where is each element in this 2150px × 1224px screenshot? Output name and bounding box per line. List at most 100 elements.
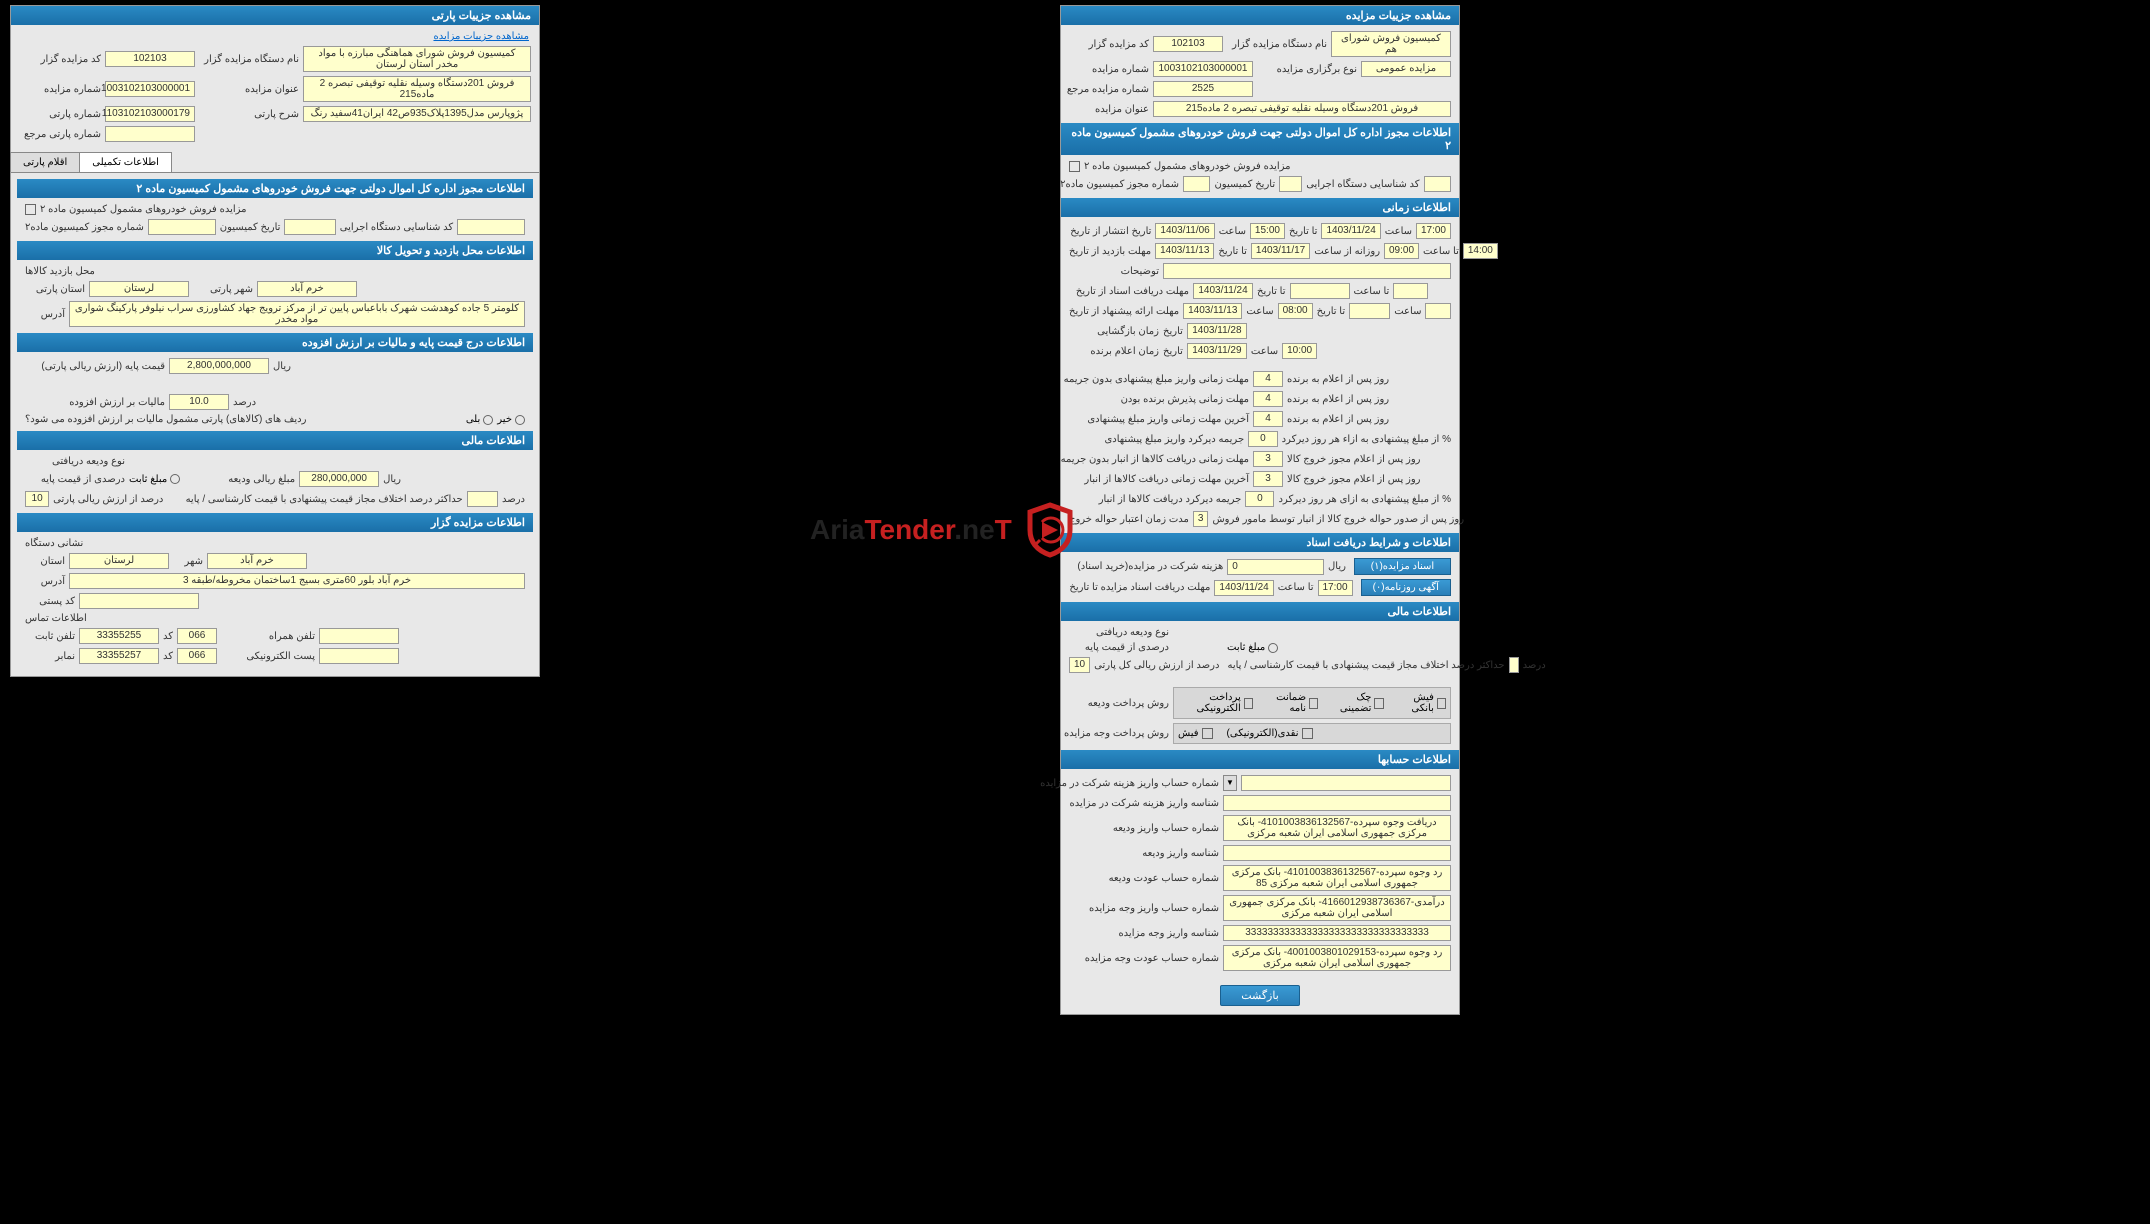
tabs: اقلام پارتی اطلاعات تکمیلی — [11, 148, 539, 173]
r-val-code: 102103 — [1153, 36, 1223, 52]
chk-komisyon[interactable] — [25, 204, 36, 215]
r-lbl-hour4: ساعت — [1394, 306, 1421, 317]
val-kom-code — [457, 219, 525, 235]
r-acc-v7: 333333333333333333333333333333333 — [1223, 925, 1451, 941]
r-lbl-pct-val: درصد از ارزش ریالی کل پارتی — [1094, 660, 1219, 671]
btn-auction-docs[interactable]: اسناد مزایده(۱) — [1354, 558, 1451, 575]
val-loc-addr: کلومتر 5 جاده کوهدشت شهرک باباعباس پایین… — [69, 301, 525, 327]
r-lbl-publish: تاریخ انتشار از تاریخ — [1069, 226, 1151, 237]
val-phone: 33355255 — [79, 628, 159, 644]
lbl-org-addr-heading: نشانی دستگاه — [25, 538, 83, 549]
r-lbl-kom-date: تاریخ کمیسیون — [1214, 179, 1275, 190]
header-finance: اطلاعات مالی — [17, 431, 533, 450]
r-val-visit-from: 1403/11/13 — [1155, 243, 1214, 259]
r-val-title: فروش 201دستگاه وسیله نقلیه توقیفی تبصره … — [1153, 101, 1451, 117]
r-acc-l4: شناسه واریز ودیعه — [1069, 848, 1219, 859]
r-lbl-percent: درصد — [1523, 660, 1546, 671]
r-header-time: اطلاعات زمانی — [1061, 198, 1459, 217]
r-lbl-pay-auction: روش پرداخت وجه مزایده — [1069, 728, 1169, 739]
r-acc-v5: رد وجوه سپرده-4101003836132567- بانک مرک… — [1223, 865, 1451, 891]
r-lbl-todate2: تا تاریخ — [1218, 246, 1247, 257]
r-pen-l7: جریمه دیرکرد دریافت کالاها از انبار — [1069, 494, 1241, 505]
tab-additional-info[interactable]: اطلاعات تکمیلی — [79, 152, 172, 172]
lbl-kom-num: شماره مجوز کمیسیون ماده۲ — [25, 222, 144, 233]
radio-no[interactable]: خیر — [497, 414, 525, 425]
r-lbl-hour2: ساعت — [1385, 226, 1412, 237]
radio-yes[interactable]: بلی — [466, 414, 493, 425]
r-lbl-max-diff: حداکثر درصد اختلاف مجاز قیمت پیشنهادی با… — [1227, 660, 1504, 671]
r-lbl-tohour1: تا ساعت — [1423, 246, 1459, 257]
val-code-auction: 102103 — [105, 51, 195, 67]
r-val-publish-tohour: 17:00 — [1416, 223, 1451, 239]
r-val-daily-to: 14:00 — [1463, 243, 1498, 259]
r-lbl-tohour2: تا ساعت — [1354, 286, 1390, 297]
r-lbl-code: کد مزایده گزار — [1069, 39, 1149, 50]
btn-newspaper-ad[interactable]: آگهی روزنامه(۰) — [1361, 579, 1451, 596]
dropdown-icon[interactable]: ▼ — [1223, 775, 1237, 791]
val-max-diff — [467, 491, 498, 507]
party-details-panel: مشاهده جزییات پارتی مشاهده جزییات مزایده… — [10, 5, 540, 677]
lbl-phone: تلفن ثابت — [25, 631, 75, 642]
r-val-kom-code — [1424, 176, 1451, 192]
lbl-loc-state: استان پارتی — [25, 284, 85, 295]
btn-back[interactable]: بازگشت — [1220, 985, 1300, 1006]
radio-fixed[interactable]: مبلغ ثابت — [129, 474, 180, 485]
r-chk-cheque[interactable]: چک تضمینی — [1332, 692, 1383, 714]
r-val-doc-to — [1290, 283, 1350, 299]
lbl-org-address: آدرس — [25, 576, 65, 587]
r-chk-cash[interactable]: نقدی(الکترونیکی) — [1227, 728, 1313, 739]
lbl-kom-code: کد شناسایی دستگاه اجرایی — [340, 222, 453, 233]
link-auction-details[interactable]: مشاهده جزییات مزایده — [427, 29, 535, 44]
r-val-pct: 10 — [1069, 657, 1090, 673]
r-acc-v3: دریافت وجوه سپرده-4101003836132567- بانک… — [1223, 815, 1451, 841]
r-chk-fish[interactable]: فیش — [1178, 728, 1213, 739]
lbl-name-device: نام دستگاه مزایده گزار — [199, 54, 299, 65]
val-fax: 33355257 — [79, 648, 159, 664]
r-acc-v6: درآمدی-4166012938736367- بانک مرکزی جمهو… — [1223, 895, 1451, 921]
r-radio-fixed[interactable]: مبلغ ثابت — [1227, 642, 1278, 653]
val-fax-code: 066 — [177, 648, 217, 664]
r-val-win-hour: 10:00 — [1282, 343, 1317, 359]
val-org-city: خرم آباد — [207, 553, 307, 569]
r-lbl-num: شماره مزایده — [1069, 64, 1149, 75]
r-chk-komisyon[interactable] — [1069, 161, 1080, 172]
header-price: اطلاعات درج قیمت پایه و مالیات بر ارزش ا… — [17, 333, 533, 352]
r-val-publish-to: 1403/11/24 — [1321, 223, 1380, 239]
r-header-finance: اطلاعات مالی — [1061, 602, 1459, 621]
val-party-desc: پژوپارس مدل1395پلاک935ص42 ایران41سفید رن… — [303, 106, 531, 122]
tab-party-items[interactable]: اقلام پارتی — [10, 152, 80, 172]
r-pen-v5: 3 — [1253, 451, 1283, 467]
r-val-kom-date — [1279, 176, 1302, 192]
r-val-desc — [1163, 263, 1451, 279]
r-val-offer-tohour — [1425, 303, 1451, 319]
lbl-loc-addr: آدرس — [25, 309, 65, 320]
r-lbl-chk-kom: مزایده فروش خودروهای مشمول کمیسیون ماده … — [1084, 161, 1291, 172]
r-chk-guarantee[interactable]: ضمانت نامه — [1267, 692, 1318, 714]
lbl-chk-komisyon: مزایده فروش خودروهای مشمول کمیسیون ماده … — [40, 204, 247, 215]
r-val-type: مزایده عمومی — [1361, 61, 1451, 77]
r-lbl-type: نوع برگزاری مزایده — [1257, 64, 1357, 75]
lbl-percent: درصد — [233, 397, 256, 408]
header-location: اطلاعات محل بازدید و تحویل کالا — [17, 241, 533, 260]
header-party-details: مشاهده جزییات پارتی — [11, 6, 539, 25]
r-header-komisyon: اطلاعات مجوز اداره کل اموال دولتی جهت فر… — [1061, 123, 1459, 155]
r-val-name: کمیسیون فروش شورای هم — [1331, 31, 1451, 57]
r-chk-bank[interactable]: فیش بانکی — [1398, 692, 1446, 714]
r-lbl-daily: روزانه از ساعت — [1314, 246, 1380, 257]
header-org: اطلاعات مزایده گزار — [17, 513, 533, 532]
r-val-ref: 2525 — [1153, 81, 1253, 97]
r-val-publish-from: 1403/11/06 — [1155, 223, 1214, 239]
val-ref-number — [105, 126, 195, 142]
val-kom-num — [148, 219, 216, 235]
r-acc-l8: شماره حساب عودت وجه مزایده — [1069, 953, 1219, 964]
lbl-org-state: استان — [25, 556, 65, 567]
lbl-mobile: تلفن همراه — [255, 631, 315, 642]
r-lbl-win: زمان اعلام برنده — [1069, 346, 1159, 357]
r-lbl-desc: توضیحات — [1069, 266, 1159, 277]
val-party-number: 1103102103000179 — [105, 106, 195, 122]
r-acc-l1: شماره حساب واریز هزینه شرکت در مزایده — [1069, 778, 1219, 789]
lbl-base-price: قیمت پایه (ارزش ریالی پارتی) — [25, 361, 165, 372]
val-org-state: لرستان — [69, 553, 169, 569]
r-chk-elec[interactable]: پرداخت الکترونیکی — [1178, 692, 1253, 714]
header-komisyon: اطلاعات مجوز اداره کل اموال دولتی جهت فر… — [17, 179, 533, 198]
